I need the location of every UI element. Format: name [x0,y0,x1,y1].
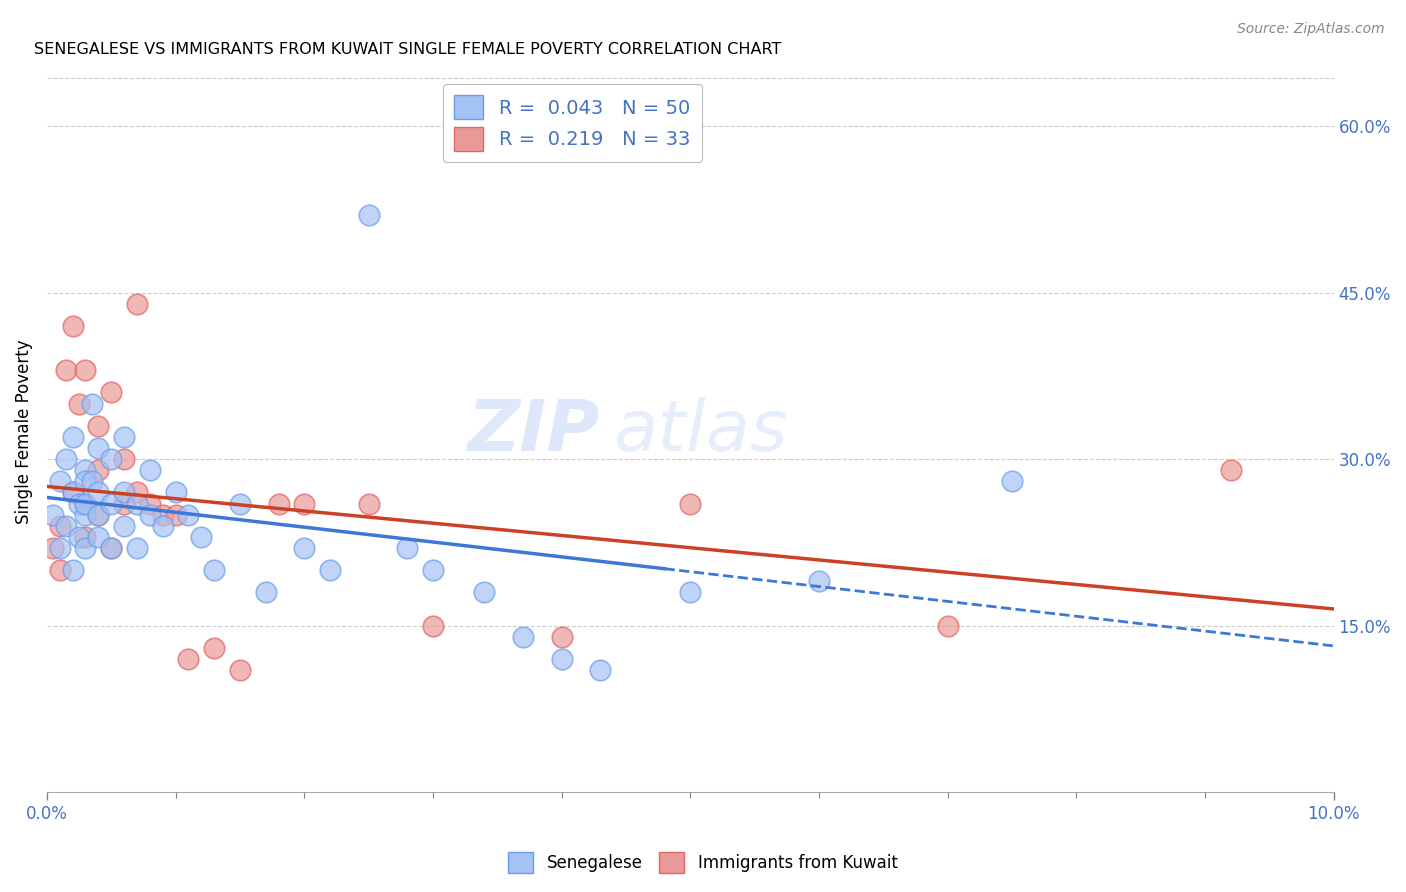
Point [550,652,572,666]
Point [80,396,103,410]
Point [139,463,162,477]
Point [75,463,97,477]
Point [87,508,110,522]
Point [100,385,122,400]
Point [292,541,315,555]
Point [125,497,148,511]
Point [75,363,97,377]
Point [75,541,97,555]
Point [112,452,135,467]
Point [87,530,110,544]
Point [422,563,444,577]
Point [190,530,212,544]
Point [75,508,97,522]
Point [100,452,122,467]
Point [87,441,110,455]
Point [87,463,110,477]
Point [292,497,315,511]
Point [62,318,84,333]
Point [357,208,380,222]
Text: ZIP: ZIP [468,397,600,466]
Point [62,563,84,577]
Point [125,541,148,555]
Point [42,508,65,522]
Point [152,518,174,533]
Point [75,497,97,511]
Point [80,475,103,489]
Point [100,541,122,555]
Point [42,541,65,555]
Point [474,585,496,599]
Point [75,475,97,489]
Point [112,430,135,444]
Point [49,541,72,555]
Point [125,485,148,500]
Point [152,508,174,522]
Point [202,563,225,577]
Point [254,585,277,599]
Point [67,396,90,410]
Point [165,485,187,500]
Point [679,585,702,599]
Point [422,618,444,632]
Point [49,563,72,577]
Point [589,663,612,677]
Point [229,663,252,677]
Point [165,508,187,522]
Legend: Senegalese, Immigrants from Kuwait: Senegalese, Immigrants from Kuwait [502,846,904,880]
Point [100,541,122,555]
Point [112,497,135,511]
Point [807,574,830,589]
Text: SENEGALESE VS IMMIGRANTS FROM KUWAIT SINGLE FEMALE POVERTY CORRELATION CHART: SENEGALESE VS IMMIGRANTS FROM KUWAIT SIN… [34,42,782,57]
Point [1001,475,1024,489]
Point [67,497,90,511]
Point [55,452,77,467]
Point [112,485,135,500]
Point [202,640,225,655]
Point [1219,463,1241,477]
Point [112,518,135,533]
Point [550,630,572,644]
Point [357,497,380,511]
Point [936,618,959,632]
Point [75,530,97,544]
Point [62,485,84,500]
Point [49,518,72,533]
Point [49,475,72,489]
Text: atlas: atlas [613,397,787,466]
Point [139,497,162,511]
Point [512,630,534,644]
Y-axis label: Single Female Poverty: Single Female Poverty [15,339,32,524]
Point [396,541,419,555]
Point [62,485,84,500]
Point [100,497,122,511]
Legend: R =  0.043   N = 50, R =  0.219   N = 33: R = 0.043 N = 50, R = 0.219 N = 33 [443,84,702,162]
Point [177,652,200,666]
Point [139,508,162,522]
Point [62,430,84,444]
Point [55,363,77,377]
Point [679,497,702,511]
Point [87,485,110,500]
Point [229,497,252,511]
Text: Source: ZipAtlas.com: Source: ZipAtlas.com [1237,22,1385,37]
Point [267,497,290,511]
Point [75,497,97,511]
Point [67,530,90,544]
Point [125,296,148,310]
Point [87,508,110,522]
Point [87,418,110,433]
Point [177,508,200,522]
Point [55,518,77,533]
Point [319,563,342,577]
